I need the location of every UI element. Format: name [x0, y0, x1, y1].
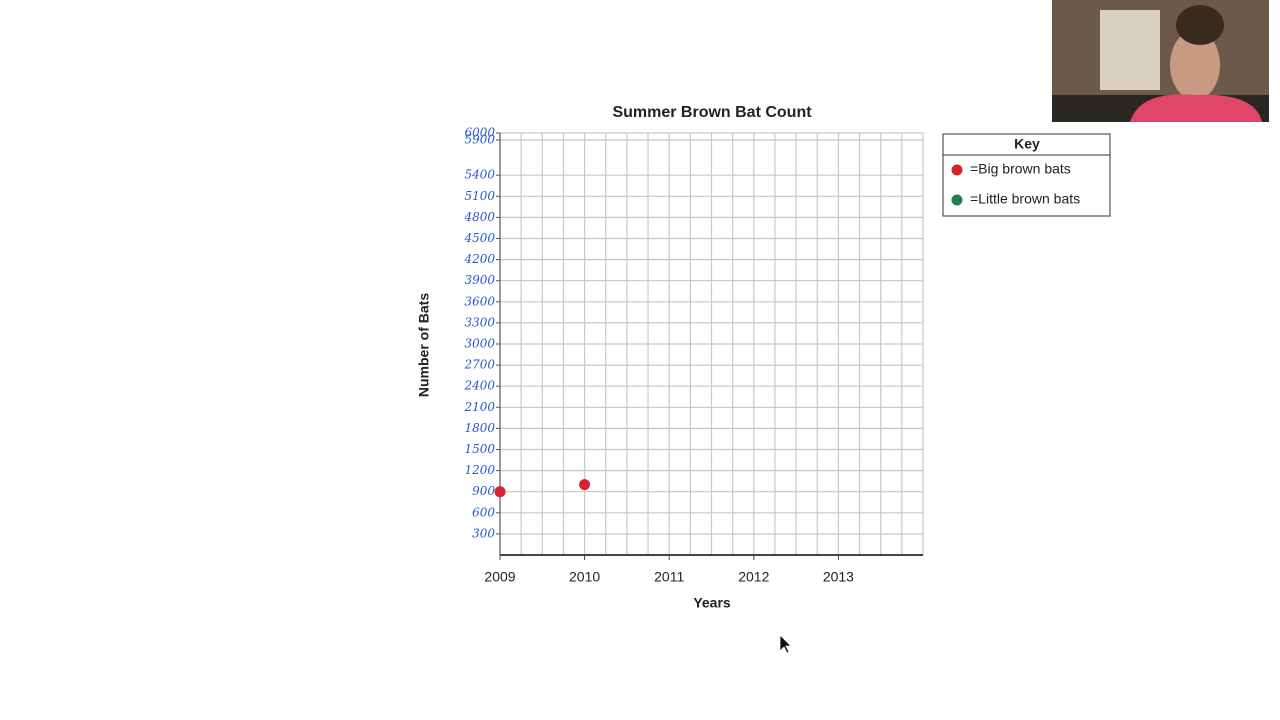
y-tick-label: 2100 [463, 400, 495, 414]
legend-marker [951, 164, 963, 176]
y-tick-label: 2700 [463, 358, 495, 372]
y-tick-label: 3900 [464, 273, 495, 287]
y-tick-label: 4500 [463, 231, 495, 245]
webcam-person-hair [1176, 5, 1224, 45]
webcam-person-shirt [1130, 94, 1262, 122]
y-tick-label: 3600 [464, 294, 495, 308]
legend-marker [951, 194, 963, 206]
x-tick-label: 2013 [823, 569, 854, 585]
y-tick-label: 3000 [464, 337, 495, 351]
y-tick-label: 5400 [464, 168, 495, 182]
data-point [494, 486, 506, 498]
x-axis-label: Years [693, 595, 731, 611]
x-tick-label: 2012 [738, 569, 769, 585]
y-tick-label: 4800 [463, 210, 495, 224]
y-tick-label: 5100 [464, 189, 495, 203]
legend-title: Key [1014, 136, 1040, 152]
webcam [1052, 0, 1269, 122]
y-tick-label: 1800 [464, 421, 495, 435]
chart-title: Summer Brown Bat Count [612, 104, 812, 121]
y-tick-label: 900 [472, 484, 495, 498]
y-tick-label: 1200 [464, 463, 495, 477]
data-point [579, 479, 591, 491]
y-tick-label: 6000 [464, 126, 495, 140]
y-tick-label: 1500 [464, 442, 495, 456]
y-tick-label: 3300 [464, 315, 495, 329]
x-tick-label: 2011 [654, 569, 684, 585]
webcam-window [1100, 10, 1160, 90]
y-tick-label: 2400 [463, 379, 495, 393]
x-tick-label: 2009 [484, 569, 515, 585]
y-tick-label: 5900 [464, 133, 495, 147]
y-tick-label: 600 [472, 505, 495, 519]
webcam-person-head [1170, 30, 1220, 100]
mouse-cursor [779, 634, 792, 654]
legend-label: =Little brown bats [970, 191, 1080, 207]
plot-area [496, 132, 924, 560]
legend-label: =Big brown bats [970, 161, 1071, 177]
y-axis-label: Number of Bats [416, 293, 432, 397]
y-tick-label: 4200 [463, 252, 495, 266]
legend: Key =Big brown bats =Little brown bats [942, 133, 1111, 217]
y-tick-label: 300 [472, 526, 495, 540]
x-tick-label: 2010 [569, 569, 600, 585]
legend-box [942, 133, 1111, 217]
